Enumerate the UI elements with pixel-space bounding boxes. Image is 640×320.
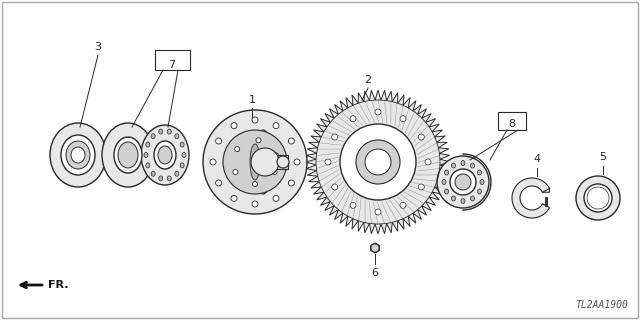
- Ellipse shape: [182, 153, 186, 157]
- Circle shape: [356, 140, 400, 184]
- Circle shape: [350, 116, 356, 122]
- Circle shape: [419, 134, 424, 140]
- Text: 2: 2: [364, 75, 372, 85]
- Circle shape: [576, 176, 620, 220]
- Circle shape: [252, 117, 258, 123]
- Text: TL2AA1900: TL2AA1900: [575, 300, 628, 310]
- Circle shape: [273, 123, 279, 129]
- Ellipse shape: [461, 161, 465, 165]
- Ellipse shape: [71, 147, 85, 163]
- Ellipse shape: [61, 135, 95, 175]
- Circle shape: [400, 202, 406, 208]
- Circle shape: [256, 138, 261, 143]
- Polygon shape: [371, 243, 380, 253]
- Polygon shape: [512, 178, 550, 218]
- Text: 7: 7: [168, 60, 175, 70]
- FancyBboxPatch shape: [155, 50, 190, 70]
- Polygon shape: [306, 90, 450, 234]
- Circle shape: [400, 116, 406, 122]
- Circle shape: [289, 138, 294, 144]
- Ellipse shape: [146, 163, 150, 168]
- Text: 1: 1: [248, 95, 255, 105]
- Circle shape: [251, 148, 279, 176]
- Ellipse shape: [167, 176, 172, 181]
- Circle shape: [350, 202, 356, 208]
- Ellipse shape: [180, 142, 184, 147]
- Circle shape: [231, 123, 237, 129]
- Ellipse shape: [461, 198, 465, 204]
- Ellipse shape: [477, 170, 481, 175]
- Ellipse shape: [445, 189, 449, 194]
- Circle shape: [216, 180, 221, 186]
- Circle shape: [332, 184, 338, 190]
- Ellipse shape: [151, 171, 155, 176]
- Text: 6: 6: [371, 268, 378, 278]
- Text: FR.: FR.: [48, 280, 68, 290]
- Ellipse shape: [141, 125, 189, 185]
- Ellipse shape: [167, 129, 172, 134]
- Ellipse shape: [66, 141, 90, 169]
- Circle shape: [450, 169, 476, 195]
- Circle shape: [455, 174, 471, 190]
- Ellipse shape: [445, 170, 449, 175]
- Circle shape: [340, 124, 416, 200]
- Ellipse shape: [144, 153, 148, 157]
- Ellipse shape: [451, 163, 456, 168]
- Circle shape: [375, 209, 381, 215]
- Text: 4: 4: [533, 154, 541, 164]
- Circle shape: [273, 153, 278, 158]
- Ellipse shape: [159, 176, 163, 181]
- Circle shape: [277, 156, 289, 168]
- Circle shape: [252, 201, 258, 207]
- Circle shape: [223, 130, 287, 194]
- Ellipse shape: [175, 171, 179, 176]
- Circle shape: [365, 149, 391, 175]
- Circle shape: [203, 110, 307, 214]
- Ellipse shape: [253, 130, 273, 194]
- Circle shape: [425, 159, 431, 165]
- Text: 3: 3: [95, 42, 102, 52]
- Ellipse shape: [154, 141, 176, 169]
- Circle shape: [437, 156, 489, 208]
- Ellipse shape: [470, 163, 474, 168]
- FancyBboxPatch shape: [263, 155, 288, 169]
- Circle shape: [419, 184, 424, 190]
- Ellipse shape: [151, 134, 155, 139]
- Ellipse shape: [159, 129, 163, 134]
- Ellipse shape: [180, 163, 184, 168]
- Ellipse shape: [470, 196, 474, 201]
- Ellipse shape: [102, 123, 154, 187]
- Circle shape: [253, 181, 257, 187]
- Circle shape: [584, 184, 612, 212]
- Circle shape: [294, 159, 300, 165]
- Circle shape: [375, 109, 381, 115]
- Ellipse shape: [442, 180, 446, 185]
- Circle shape: [210, 159, 216, 165]
- Text: 8: 8: [508, 119, 516, 129]
- Ellipse shape: [250, 144, 260, 180]
- Ellipse shape: [477, 189, 481, 194]
- Ellipse shape: [114, 137, 142, 173]
- Text: 5: 5: [600, 152, 607, 162]
- Ellipse shape: [50, 123, 106, 187]
- Ellipse shape: [451, 196, 456, 201]
- Circle shape: [289, 180, 294, 186]
- Ellipse shape: [175, 134, 179, 139]
- Ellipse shape: [118, 142, 138, 168]
- Circle shape: [272, 170, 277, 174]
- Ellipse shape: [146, 142, 150, 147]
- Circle shape: [233, 170, 238, 174]
- FancyBboxPatch shape: [498, 112, 526, 130]
- Circle shape: [273, 196, 279, 201]
- Circle shape: [216, 138, 221, 144]
- Circle shape: [332, 134, 338, 140]
- Ellipse shape: [480, 180, 484, 185]
- Circle shape: [325, 159, 331, 165]
- Ellipse shape: [158, 146, 172, 164]
- Circle shape: [231, 196, 237, 201]
- Circle shape: [235, 147, 240, 152]
